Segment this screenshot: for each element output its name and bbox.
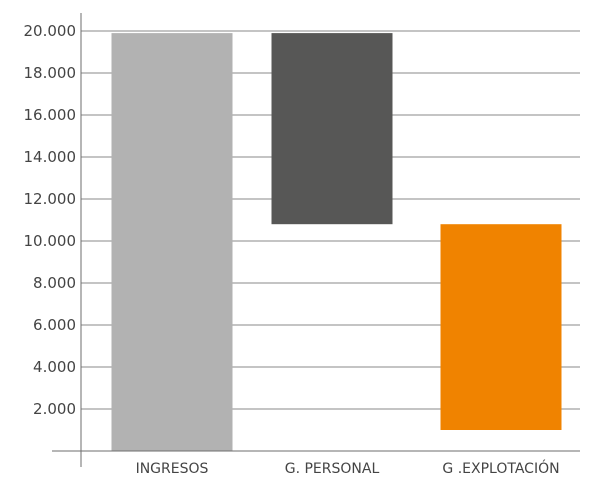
x-category-label: G .EXPLOTACIÓN [442, 459, 559, 477]
y-tick-labels: 2.000 4.000 6.000 8.000 10.000 12.000 14.000 16… [24, 22, 77, 418]
y-tick-label: 12.000 [24, 190, 77, 208]
bar-3 [440, 224, 562, 430]
y-tick-label: 8.000 [33, 274, 76, 292]
axes [52, 13, 580, 467]
y-tick-label: 14.000 [24, 148, 77, 166]
bar-1 [111, 33, 233, 451]
bars [111, 33, 562, 451]
y-tick-label: 4.000 [33, 358, 76, 376]
y-tick-label: 18.000 [24, 64, 77, 82]
bar-2 [271, 33, 393, 225]
x-category-label: G. PERSONAL [285, 461, 380, 477]
y-tick-label: 16.000 [24, 106, 77, 124]
x-category-labels: INGRESOS G. PERSONAL G .EXPLOTACIÓN [136, 459, 560, 477]
y-tick-label: 20.000 [24, 22, 77, 40]
y-tick-label: 6.000 [33, 316, 76, 334]
y-tick-label: 10.000 [24, 232, 77, 250]
y-tick-label: 2.000 [33, 400, 76, 418]
x-category-label: INGRESOS [136, 461, 209, 477]
